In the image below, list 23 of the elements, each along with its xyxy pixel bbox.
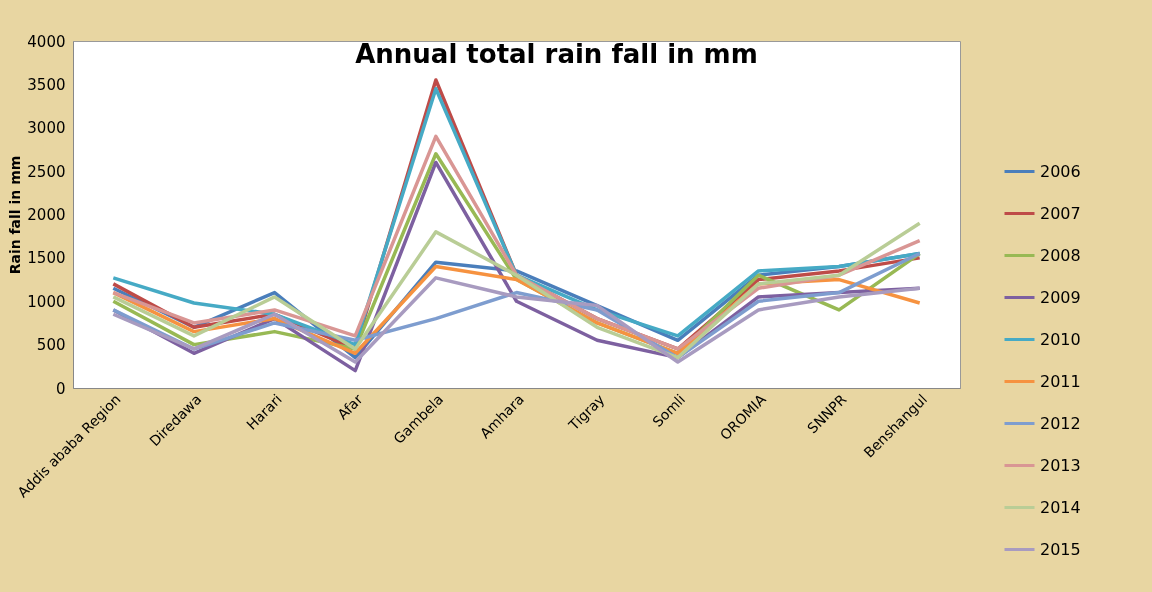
line-series: [111, 221, 922, 360]
line-series: [111, 276, 922, 364]
y-tick-label: 1000: [27, 292, 66, 311]
legend-label: 2010: [1040, 329, 1081, 349]
legend-label: 2014: [1040, 497, 1081, 517]
y-tick-label: 2000: [27, 206, 66, 224]
y-tick-label: 2500: [27, 162, 66, 181]
y-tick-label: 500: [36, 336, 66, 355]
y-tick-label: 0: [55, 379, 66, 398]
legend-label: 2012: [1040, 413, 1081, 433]
legend-label: 2015: [1040, 539, 1081, 559]
legend-label: 2009: [1040, 287, 1081, 307]
legend-label: 2008: [1040, 245, 1081, 265]
y-axis-title: Rain fall in mm: [7, 155, 24, 275]
y-tick-label: 4000: [27, 32, 66, 51]
y-tick-label: 3000: [27, 119, 66, 138]
chart-title: Annual total rain fall in mm: [355, 39, 758, 69]
legend-label: 2006: [1040, 161, 1081, 181]
legend-label: 2011: [1040, 371, 1081, 391]
legend-label: 2007: [1040, 203, 1081, 223]
y-tick-label: 1500: [27, 249, 66, 268]
legend-label: 2013: [1040, 455, 1081, 475]
y-tick-label: 3500: [27, 75, 66, 94]
